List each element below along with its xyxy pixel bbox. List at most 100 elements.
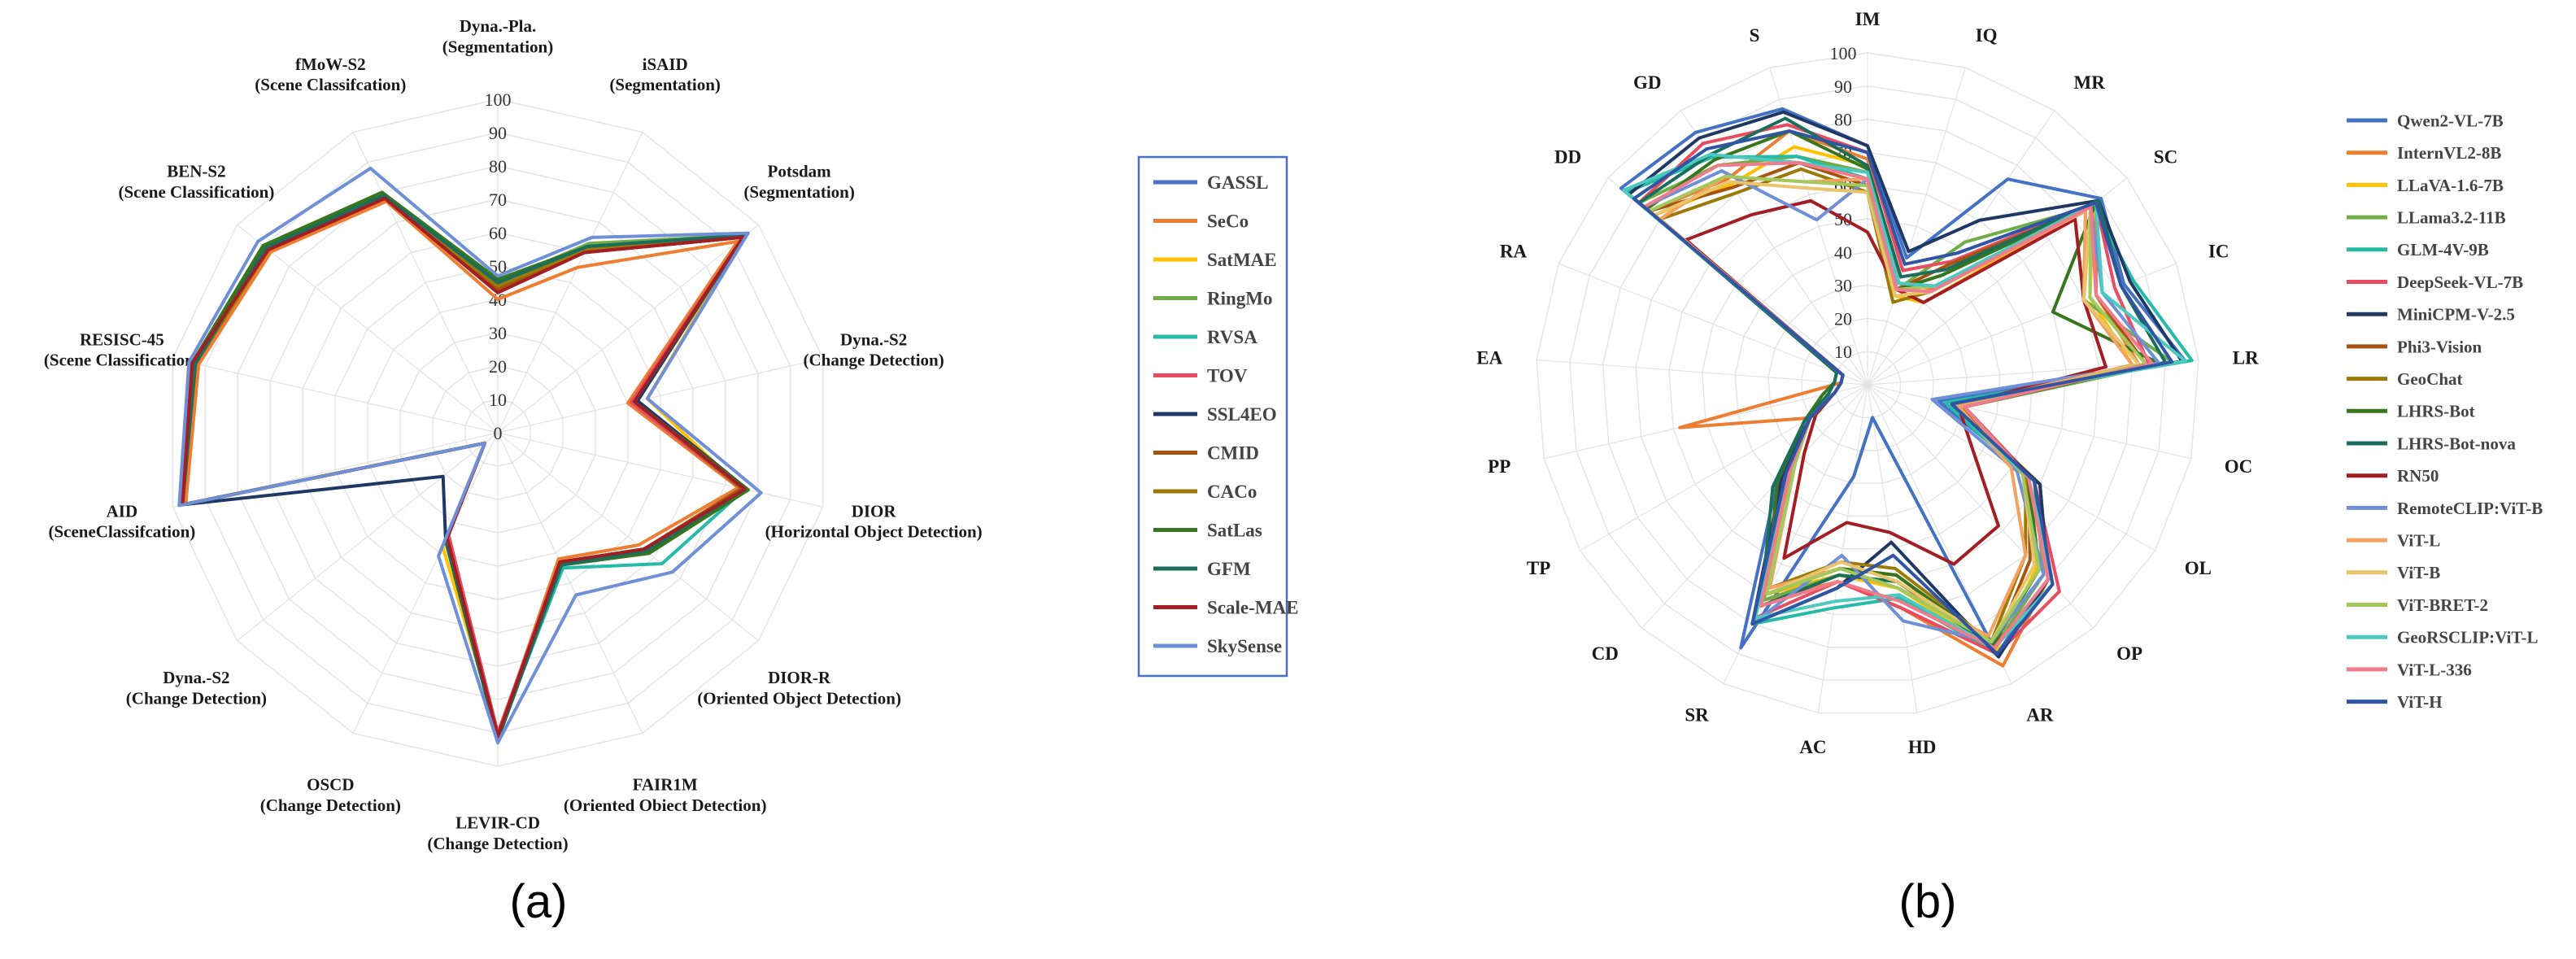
axis-label-aid: AID bbox=[107, 501, 138, 521]
axis-spoke bbox=[237, 224, 499, 434]
series-line-skysense bbox=[177, 166, 763, 745]
legend-box bbox=[1137, 155, 1288, 678]
axis-spoke bbox=[1769, 67, 1868, 386]
series-line-scale-mae bbox=[181, 196, 747, 739]
grid-ring bbox=[1767, 284, 1968, 484]
axis-label-ben-s2: BEN-S2 bbox=[167, 162, 225, 181]
series-line-rvsa bbox=[181, 194, 748, 739]
axis-label-iq: IQ bbox=[1976, 25, 1998, 46]
axis-label-tp: TP bbox=[1527, 558, 1550, 578]
axis-task-label: (Segmentation) bbox=[743, 182, 854, 202]
axis-spoke bbox=[1641, 384, 1868, 629]
axis-task-label: (Scene Classifcation) bbox=[255, 75, 406, 94]
radar-chart-b: 102030405060708090100IMIQMRSCICLROCOLOPA… bbox=[1476, 9, 2259, 757]
legend-label-lhrs-bot: LHRS-Bot bbox=[2397, 402, 2475, 421]
legend-label-internvl2-8b: InternVL2-8B bbox=[2397, 143, 2501, 163]
axis-spoke bbox=[1867, 110, 2055, 386]
legend-label-cmid: CMID bbox=[1207, 443, 1259, 464]
legend-b: Qwen2-VL-7B InternVL2-8B LLaVA-1.6-7B LLama… bbox=[2347, 111, 2543, 712]
axis-task-label: (SceneClassifcation) bbox=[48, 522, 195, 542]
axis-label-mr: MR bbox=[2073, 72, 2105, 93]
axis-label-dyna-s2: Dyna.-S2 bbox=[163, 668, 229, 687]
tick-label: 90 bbox=[489, 123, 507, 143]
axis-label-hd: HD bbox=[1908, 737, 1937, 757]
legend-label-phi3-vision: Phi3-Vision bbox=[2397, 337, 2482, 356]
axis-task-label: (Horizontal Object Detection) bbox=[765, 522, 983, 542]
axis-label-potsdam: Potsdam bbox=[768, 162, 832, 181]
axis-label-im: IM bbox=[1855, 9, 1881, 29]
legend-label-remoteclip-vit-b: RemoteCLIP:ViT-B bbox=[2397, 499, 2543, 518]
axis-spoke bbox=[352, 132, 499, 434]
axis-label-ac: AC bbox=[1799, 737, 1826, 757]
tick-label: 30 bbox=[489, 323, 507, 343]
series-line-ringmo bbox=[181, 190, 750, 742]
tick-label: 80 bbox=[1834, 110, 1852, 130]
axis-spoke bbox=[172, 358, 499, 434]
axis-label-sc: SC bbox=[2154, 146, 2177, 167]
tick-label: 10 bbox=[1834, 342, 1852, 362]
grid-ring bbox=[1635, 151, 2100, 616]
series-line-satlas bbox=[181, 190, 750, 742]
axis-label-ol: OL bbox=[2185, 558, 2212, 578]
legend-label-skysense: SkySense bbox=[1207, 636, 1282, 656]
axis-spoke bbox=[1580, 384, 1868, 551]
axis-label-isaid: iSAID bbox=[643, 54, 688, 74]
legend-label-qwen2-vl-7b: Qwen2-VL-7B bbox=[2397, 111, 2504, 130]
legend-label-scale-mae: Scale-MAE bbox=[1207, 598, 1298, 618]
axis-task-label: (Scene Classification) bbox=[44, 351, 200, 370]
axis-label-ea: EA bbox=[1476, 347, 1502, 368]
axis-task-label: (Scene Classification) bbox=[118, 182, 274, 202]
axis-label-sr: SR bbox=[1685, 704, 1709, 725]
series-line-ssl4eo bbox=[181, 194, 750, 742]
axis-label-dyna-s2: Dyna.-S2 bbox=[840, 329, 907, 349]
axis-spoke bbox=[1867, 384, 1918, 713]
legend-label-seco: SeCo bbox=[1207, 211, 1249, 232]
axis-label-s: S bbox=[1750, 25, 1760, 46]
panel-label-a: (a) bbox=[510, 875, 568, 928]
axis-label-resisc-45: RESISC-45 bbox=[80, 329, 164, 349]
tick-label: 40 bbox=[1834, 242, 1852, 263]
axis-label-oscd: OSCD bbox=[307, 775, 354, 795]
legend-label-vit-bret-2: ViT-BRET-2 bbox=[2397, 595, 2488, 615]
tick-label: 20 bbox=[1834, 308, 1852, 329]
axis-label-fair1m: FAIR1M bbox=[633, 775, 698, 795]
axis-label-levir-cd: LEVIR-CD bbox=[455, 813, 540, 833]
grid-ring bbox=[1536, 52, 2199, 714]
legend-label-georsclip-vit-l: GeoRSCLIP:ViT-L bbox=[2397, 628, 2538, 647]
legend-label-ssl4eo: SSL4EO bbox=[1207, 404, 1277, 425]
tick-label: 60 bbox=[489, 223, 507, 243]
grid-ring bbox=[1833, 351, 1902, 419]
series-line-tov bbox=[181, 196, 745, 735]
axis-task-label: (Segmentation) bbox=[609, 75, 720, 94]
axis-spoke bbox=[1723, 384, 1868, 684]
axis-label-fmow-s2: fMoW-S2 bbox=[295, 54, 366, 74]
axis-task-label: (Change Detection) bbox=[804, 351, 944, 370]
legend-label-vit-l-336: ViT-L-336 bbox=[2397, 660, 2472, 679]
axis-label-pp: PP bbox=[1488, 456, 1510, 477]
axis-label-cd: CD bbox=[1592, 643, 1619, 664]
axis-spoke bbox=[497, 132, 643, 434]
tick-label: 70 bbox=[489, 190, 507, 210]
legend-label-gassl: GASSL bbox=[1207, 172, 1268, 193]
legend-label-llava-1-6-7b: LLaVA-1.6-7B bbox=[2397, 176, 2504, 195]
legend-label-vit-l: ViT-L bbox=[2397, 530, 2440, 550]
legend-label-vit-b: ViT-B bbox=[2397, 563, 2440, 582]
axis-task-label: (Change Detection) bbox=[427, 834, 568, 853]
legend-label-satlas: SatLas bbox=[1207, 521, 1262, 541]
axis-spoke bbox=[497, 432, 823, 508]
legend-label-tov: TOV bbox=[1207, 366, 1248, 386]
series-line-vit-h bbox=[1632, 129, 2174, 656]
panel-label-b: (b) bbox=[1899, 875, 1957, 928]
legend-label-rvsa: RVSA bbox=[1207, 327, 1257, 347]
axis-label-ra: RA bbox=[1500, 242, 1528, 262]
tick-label: 100 bbox=[485, 89, 512, 110]
axis-spoke bbox=[1817, 384, 1868, 713]
legend-label-satmae: SatMAE bbox=[1207, 250, 1277, 270]
axis-label-dior: DIOR bbox=[852, 501, 897, 521]
tick-label: 10 bbox=[489, 390, 507, 410]
axis-label-ic: IC bbox=[2208, 242, 2229, 262]
axis-label-dd: DD bbox=[1554, 146, 1581, 167]
grid-ring bbox=[1734, 251, 2001, 517]
axis-task-label: (Change Detection) bbox=[126, 688, 267, 708]
tick-label: 0 bbox=[494, 423, 503, 443]
